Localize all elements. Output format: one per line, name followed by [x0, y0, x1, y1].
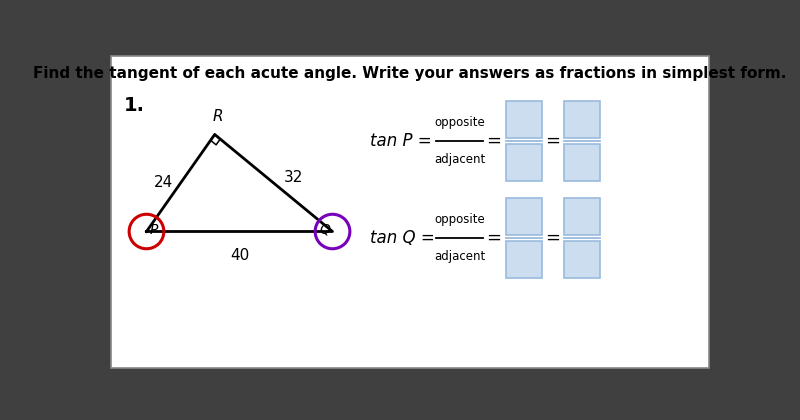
Text: 40: 40 [230, 248, 249, 263]
Text: adjacent: adjacent [434, 153, 486, 166]
Text: Find the tangent of each acute angle. Write your answers as fractions in simples: Find the tangent of each acute angle. Wr… [34, 66, 786, 81]
Text: R: R [213, 109, 223, 124]
Text: P: P [150, 223, 158, 237]
FancyBboxPatch shape [564, 101, 600, 138]
FancyBboxPatch shape [506, 241, 542, 278]
Text: opposite: opposite [434, 116, 485, 129]
Text: =: = [545, 132, 560, 150]
FancyBboxPatch shape [564, 144, 600, 181]
Text: Q: Q [320, 223, 330, 237]
FancyBboxPatch shape [506, 101, 542, 138]
FancyBboxPatch shape [506, 144, 542, 181]
Text: =: = [545, 229, 560, 247]
Text: opposite: opposite [434, 213, 485, 226]
FancyBboxPatch shape [564, 198, 600, 235]
FancyBboxPatch shape [506, 198, 542, 235]
FancyBboxPatch shape [564, 241, 600, 278]
Text: adjacent: adjacent [434, 250, 486, 263]
Text: 1.: 1. [123, 96, 145, 115]
FancyBboxPatch shape [111, 56, 709, 368]
Text: 32: 32 [284, 170, 303, 185]
Text: 24: 24 [154, 176, 173, 191]
Text: =: = [486, 229, 501, 247]
Text: =: = [486, 132, 501, 150]
Text: tan Q =: tan Q = [370, 229, 434, 247]
Text: tan P =: tan P = [370, 132, 431, 150]
